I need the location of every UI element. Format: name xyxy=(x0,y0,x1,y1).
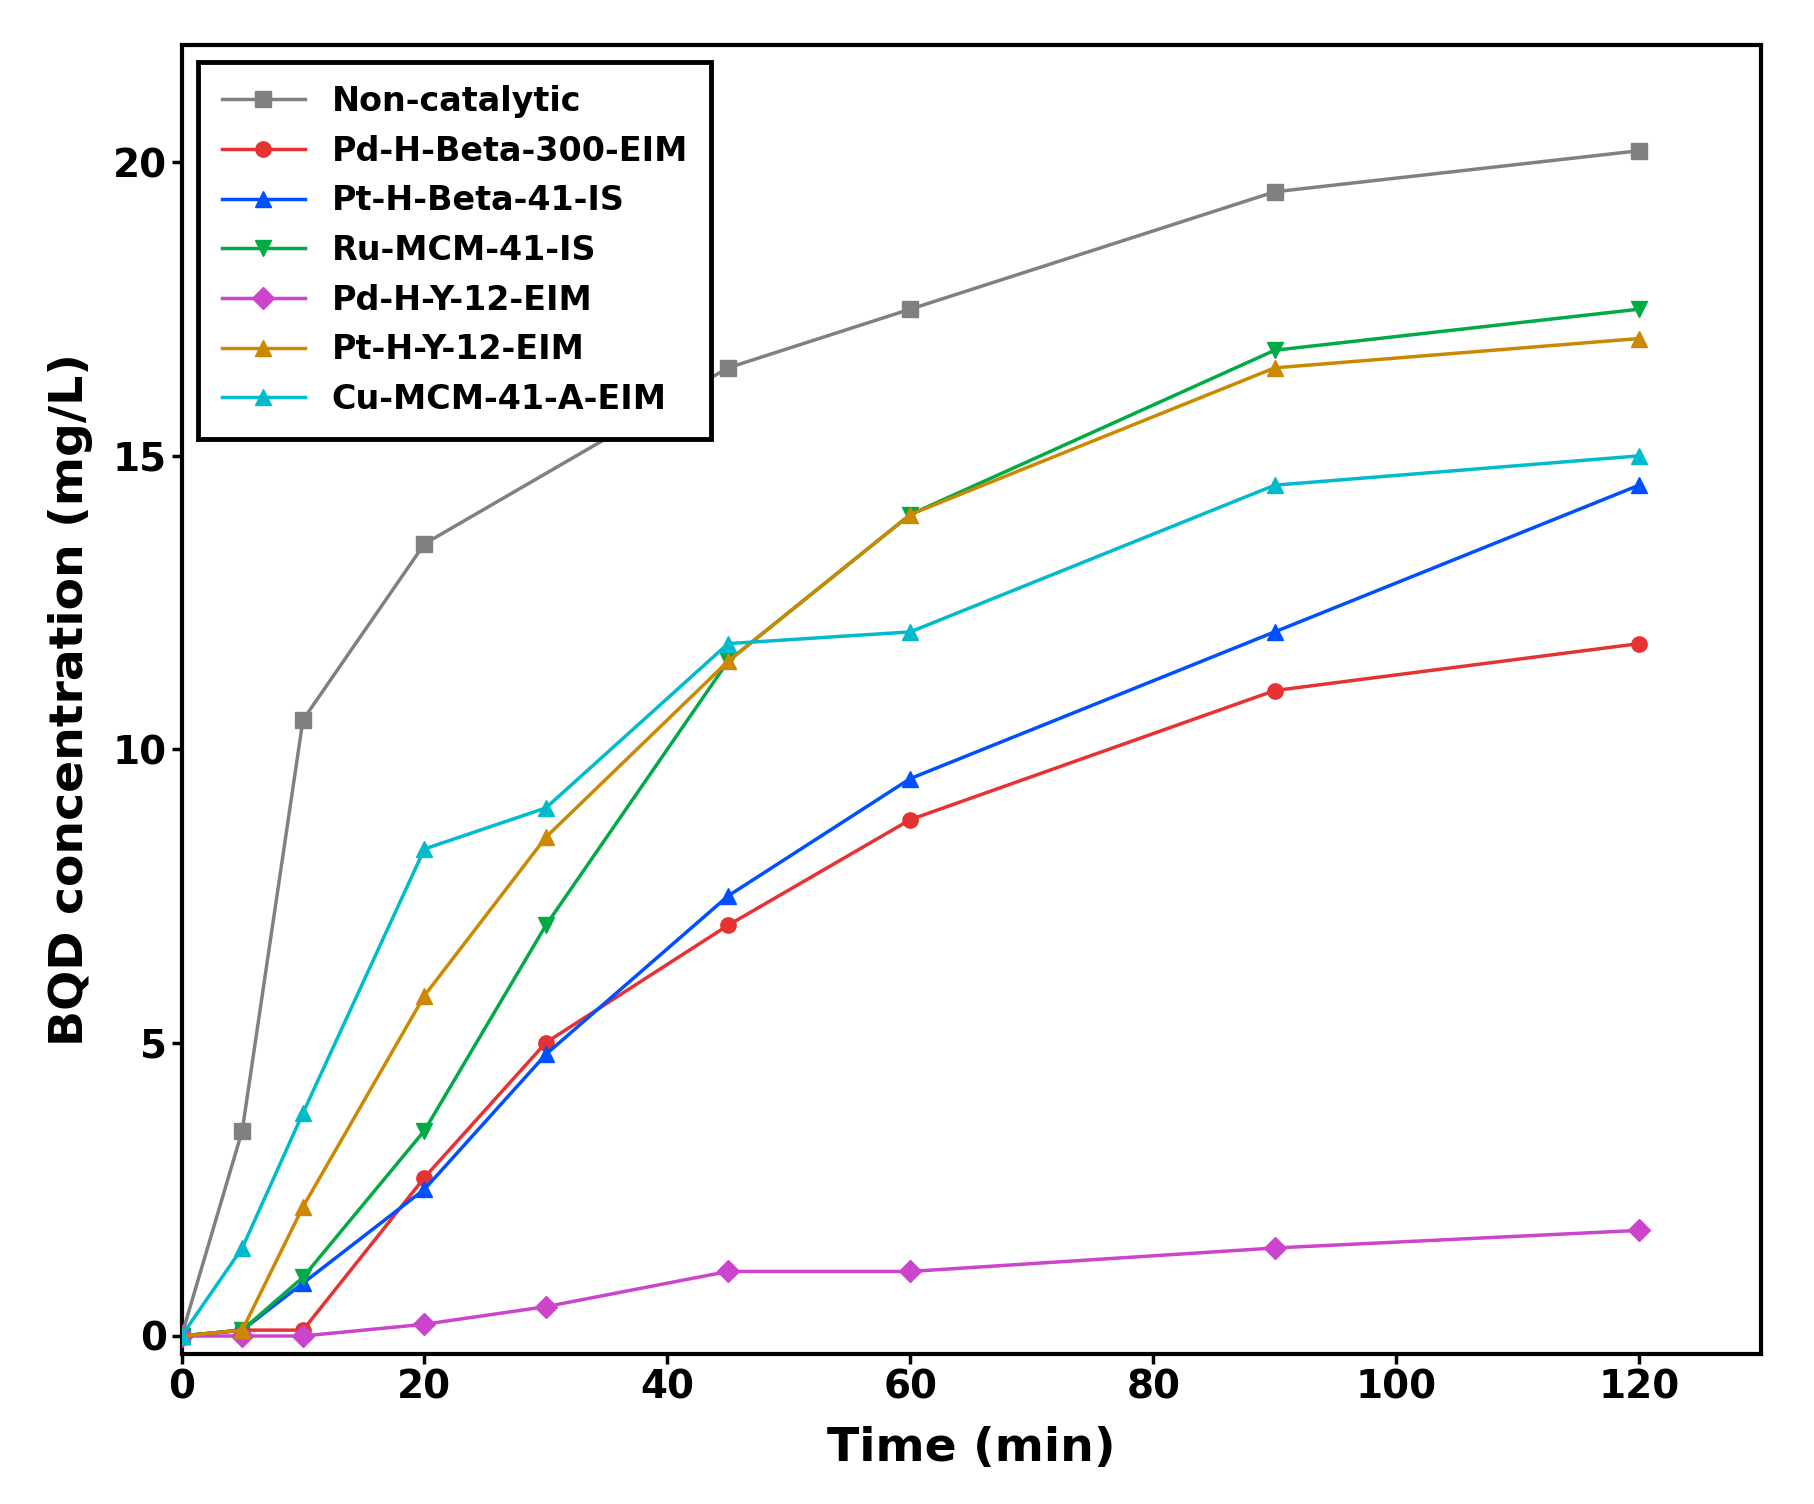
Cu-MCM-41-A-EIM xyxy=(1263,477,1284,495)
Ru-MCM-41-IS xyxy=(900,505,922,523)
Pd-H-Y-12-EIM xyxy=(230,1327,252,1345)
Pd-H-Y-12-EIM xyxy=(1627,1221,1649,1239)
Non-catalytic xyxy=(292,711,314,729)
Line: Ru-MCM-41-IS: Ru-MCM-41-IS xyxy=(174,301,1645,1343)
Pd-H-Beta-300-EIM xyxy=(1263,681,1284,699)
X-axis label: Time (min): Time (min) xyxy=(827,1426,1114,1471)
Line: Cu-MCM-41-A-EIM: Cu-MCM-41-A-EIM xyxy=(174,448,1645,1343)
Ru-MCM-41-IS xyxy=(1263,341,1284,359)
Pd-H-Beta-300-EIM xyxy=(230,1321,252,1339)
Pd-H-Beta-300-EIM xyxy=(535,1033,557,1051)
Pt-H-Beta-41-IS xyxy=(414,1181,435,1199)
Ru-MCM-41-IS xyxy=(414,1122,435,1140)
Pt-H-Y-12-EIM xyxy=(171,1327,192,1345)
Ru-MCM-41-IS xyxy=(171,1327,192,1345)
Pt-H-Beta-41-IS xyxy=(535,1045,557,1063)
Ru-MCM-41-IS xyxy=(535,916,557,934)
Pt-H-Beta-41-IS xyxy=(717,887,738,905)
Pd-H-Beta-300-EIM xyxy=(171,1327,192,1345)
Pd-H-Y-12-EIM xyxy=(717,1262,738,1280)
Pt-H-Y-12-EIM xyxy=(414,987,435,1005)
Pt-H-Y-12-EIM xyxy=(1627,329,1649,347)
Line: Pd-H-Beta-300-EIM: Pd-H-Beta-300-EIM xyxy=(174,636,1645,1343)
Pt-H-Y-12-EIM xyxy=(292,1197,314,1215)
Pd-H-Beta-300-EIM xyxy=(414,1169,435,1187)
Pd-H-Beta-300-EIM xyxy=(292,1321,314,1339)
Ru-MCM-41-IS xyxy=(230,1321,252,1339)
Pt-H-Beta-41-IS xyxy=(230,1321,252,1339)
Non-catalytic xyxy=(1263,183,1284,202)
Pd-H-Y-12-EIM xyxy=(171,1327,192,1345)
Pt-H-Y-12-EIM xyxy=(230,1321,252,1339)
Cu-MCM-41-A-EIM xyxy=(230,1239,252,1257)
Pd-H-Y-12-EIM xyxy=(535,1298,557,1316)
Cu-MCM-41-A-EIM xyxy=(717,635,738,653)
Pt-H-Beta-41-IS xyxy=(1263,623,1284,641)
Cu-MCM-41-A-EIM xyxy=(535,799,557,817)
Pt-H-Y-12-EIM xyxy=(1263,359,1284,378)
Line: Non-catalytic: Non-catalytic xyxy=(174,143,1645,1343)
Pt-H-Beta-41-IS xyxy=(171,1327,192,1345)
Pd-H-Beta-300-EIM xyxy=(900,811,922,829)
Line: Pt-H-Y-12-EIM: Pt-H-Y-12-EIM xyxy=(174,331,1645,1343)
Non-catalytic xyxy=(171,1327,192,1345)
Pd-H-Beta-300-EIM xyxy=(1627,635,1649,653)
Pt-H-Y-12-EIM xyxy=(535,829,557,847)
Pd-H-Y-12-EIM xyxy=(414,1314,435,1333)
Ru-MCM-41-IS xyxy=(717,653,738,671)
Y-axis label: BQD concentration (mg/L): BQD concentration (mg/L) xyxy=(49,353,93,1045)
Non-catalytic xyxy=(230,1122,252,1140)
Cu-MCM-41-A-EIM xyxy=(171,1327,192,1345)
Ru-MCM-41-IS xyxy=(292,1268,314,1286)
Pt-H-Beta-41-IS xyxy=(1627,477,1649,495)
Cu-MCM-41-A-EIM xyxy=(1627,447,1649,465)
Pt-H-Beta-41-IS xyxy=(900,770,922,788)
Legend: Non-catalytic, Pd-H-Beta-300-EIM, Pt-H-Beta-41-IS, Ru-MCM-41-IS, Pd-H-Y-12-EIM, : Non-catalytic, Pd-H-Beta-300-EIM, Pt-H-B… xyxy=(198,62,711,439)
Ru-MCM-41-IS xyxy=(1627,301,1649,319)
Line: Pd-H-Y-12-EIM: Pd-H-Y-12-EIM xyxy=(174,1223,1645,1343)
Line: Pt-H-Beta-41-IS: Pt-H-Beta-41-IS xyxy=(174,478,1645,1343)
Non-catalytic xyxy=(717,359,738,378)
Non-catalytic xyxy=(414,535,435,553)
Pd-H-Y-12-EIM xyxy=(292,1327,314,1345)
Cu-MCM-41-A-EIM xyxy=(414,839,435,857)
Non-catalytic xyxy=(1627,141,1649,159)
Pt-H-Beta-41-IS xyxy=(292,1274,314,1292)
Pd-H-Y-12-EIM xyxy=(900,1262,922,1280)
Pd-H-Beta-300-EIM xyxy=(717,916,738,934)
Cu-MCM-41-A-EIM xyxy=(292,1104,314,1122)
Pt-H-Y-12-EIM xyxy=(900,505,922,523)
Pt-H-Y-12-EIM xyxy=(717,653,738,671)
Pd-H-Y-12-EIM xyxy=(1263,1239,1284,1257)
Non-catalytic xyxy=(900,301,922,319)
Cu-MCM-41-A-EIM xyxy=(900,623,922,641)
